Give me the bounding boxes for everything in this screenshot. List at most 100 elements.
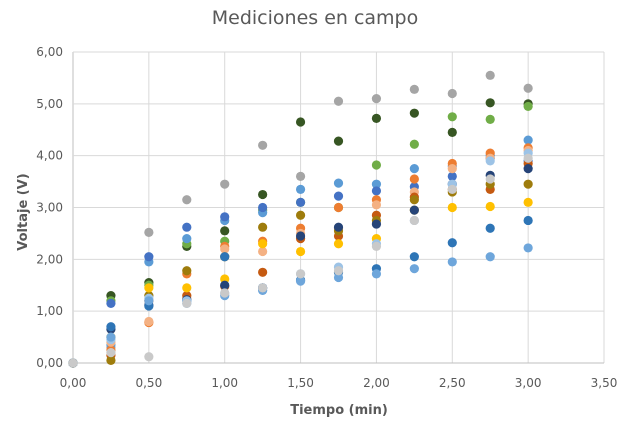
data-point (523, 101, 533, 112)
data-point (106, 298, 116, 308)
data-point (371, 269, 382, 279)
data-point (485, 114, 495, 124)
data-point (447, 257, 457, 267)
data-point (182, 195, 192, 205)
data-point (409, 174, 419, 184)
data-point (485, 70, 495, 80)
data-point (523, 153, 533, 163)
series-15 (68, 153, 533, 368)
data-point (485, 174, 495, 184)
data-point (258, 140, 268, 150)
data-point (409, 264, 419, 274)
x-tick-label: 3,00 (515, 376, 542, 390)
data-point (106, 332, 116, 342)
y-tick-label: 2,00 (36, 252, 63, 266)
y-tick-label: 1,00 (36, 304, 63, 318)
data-points (68, 70, 533, 368)
data-point (295, 171, 306, 181)
data-point (371, 219, 382, 229)
data-point (333, 96, 344, 106)
data-point (371, 241, 382, 251)
data-point (371, 160, 382, 170)
data-point (409, 139, 419, 149)
data-point (523, 197, 533, 207)
data-point (447, 164, 457, 174)
data-point (295, 246, 306, 257)
data-point (182, 266, 192, 276)
x-tick-label: 3,50 (591, 376, 618, 390)
data-point (182, 222, 192, 232)
data-point (144, 316, 154, 327)
data-point (447, 171, 457, 181)
data-point (144, 252, 154, 262)
data-point (409, 205, 419, 215)
data-point (333, 272, 344, 283)
x-tick-label: 2,00 (363, 376, 390, 390)
data-point (371, 113, 382, 123)
data-point (220, 280, 230, 290)
data-point (106, 348, 116, 358)
data-point (447, 112, 457, 122)
y-tick-label: 4,00 (36, 149, 63, 163)
data-point (106, 355, 116, 366)
data-point (258, 267, 268, 277)
data-point (447, 238, 457, 248)
data-point (295, 231, 306, 241)
data-point (485, 223, 495, 233)
x-tick-label: 1,50 (287, 376, 314, 390)
data-point (220, 226, 230, 236)
data-point (333, 266, 344, 276)
data-point (409, 164, 419, 174)
data-point (523, 83, 533, 93)
data-point (485, 252, 495, 262)
data-point (409, 252, 419, 262)
data-point (295, 197, 306, 207)
data-point (371, 200, 382, 210)
data-point (333, 239, 344, 249)
data-point (485, 98, 495, 108)
data-point (371, 179, 382, 189)
y-tick-label: 3,00 (36, 201, 63, 215)
data-point (144, 296, 154, 306)
data-point (220, 252, 230, 262)
y-tick-label: 6,00 (36, 45, 63, 59)
data-point (144, 352, 154, 362)
data-point (409, 108, 419, 118)
data-point (144, 227, 154, 237)
data-point (485, 201, 495, 212)
data-point (333, 222, 344, 232)
data-point (220, 212, 230, 222)
data-point (144, 283, 154, 293)
x-tick-label: 0,00 (60, 376, 87, 390)
data-point (371, 186, 382, 196)
data-point (295, 269, 306, 279)
data-point (333, 136, 344, 146)
data-point (258, 189, 268, 200)
data-point (523, 215, 533, 226)
data-point (220, 288, 230, 298)
data-point (523, 243, 533, 253)
data-point (258, 246, 268, 257)
data-point (258, 283, 268, 293)
data-point (333, 191, 344, 201)
data-point (333, 202, 344, 213)
data-point (447, 184, 457, 194)
data-point (447, 202, 457, 213)
data-point (295, 276, 306, 286)
data-point (182, 234, 192, 244)
data-point (523, 164, 533, 174)
data-point (182, 283, 192, 293)
x-tick-label: 0,50 (135, 376, 162, 390)
data-point (68, 358, 78, 368)
data-point (409, 215, 419, 226)
chart-title: Mediciones en campo (212, 7, 419, 29)
data-point (447, 88, 457, 99)
y-tick-label: 0,00 (36, 356, 63, 370)
y-axis-title: Voltaje (V) (16, 173, 31, 250)
data-point (258, 202, 268, 213)
y-tick-label: 5,00 (36, 97, 63, 111)
data-point (409, 84, 419, 94)
data-point (182, 298, 192, 308)
data-point (220, 244, 230, 254)
data-point (485, 156, 495, 166)
